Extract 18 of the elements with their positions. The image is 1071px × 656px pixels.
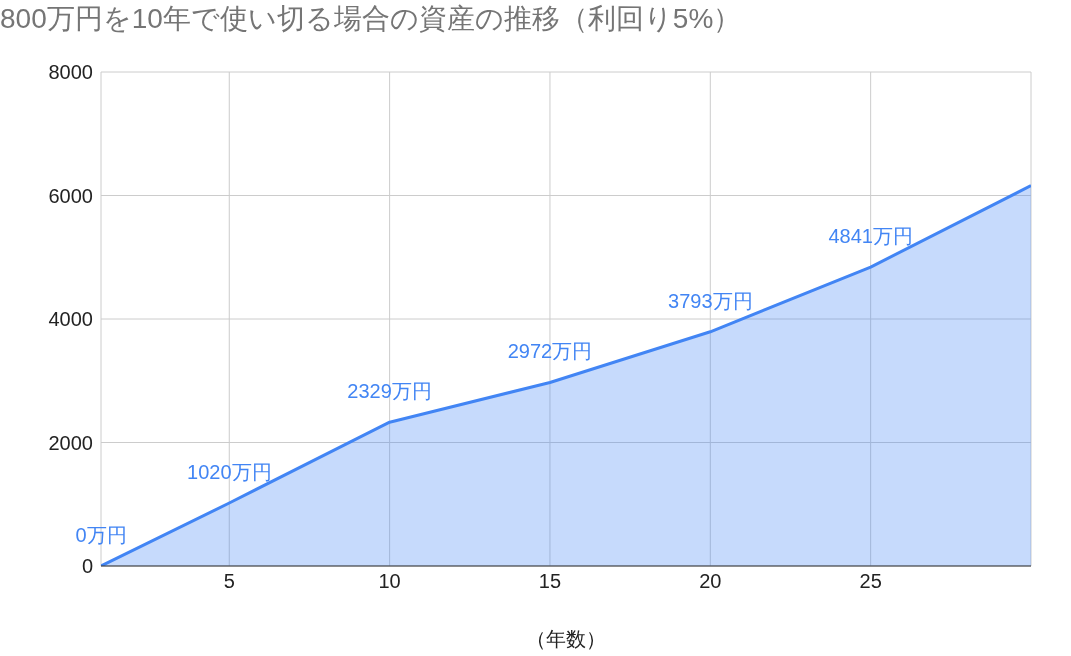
chart-title: 800万円を10年で使い切る場合の資産の推移（利回り5%） xyxy=(0,2,742,36)
x-tick-label: 15 xyxy=(538,570,562,593)
data-label: 1020万円 xyxy=(187,461,272,484)
data-label: 4841万円 xyxy=(828,225,913,248)
x-tick-label: 20 xyxy=(699,570,722,593)
x-tick-label: 5 xyxy=(223,570,235,593)
data-label: 0万円 xyxy=(75,524,127,546)
x-tick-label: 10 xyxy=(378,570,401,593)
x-tick-label: 25 xyxy=(859,570,882,593)
y-tick-label: 4000 xyxy=(48,308,93,331)
y-tick-label: 0 xyxy=(81,555,93,578)
data-label: 2972万円 xyxy=(507,340,593,363)
data-label: 2329万円 xyxy=(347,380,432,403)
y-tick-label: 2000 xyxy=(48,431,93,454)
y-tick-label: 8000 xyxy=(48,61,93,84)
data-label: 3793万円 xyxy=(668,289,753,312)
y-tick-label: 6000 xyxy=(48,184,93,207)
x-axis-title: （年数） xyxy=(526,628,606,650)
